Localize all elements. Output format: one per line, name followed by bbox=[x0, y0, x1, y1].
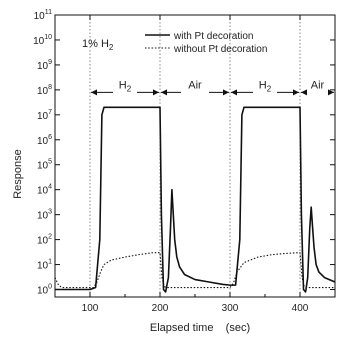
gas-switch-lines bbox=[89, 15, 301, 297]
gas-markers: H2 Air H2 Air bbox=[91, 79, 334, 96]
gas-marker: H2 bbox=[91, 79, 159, 96]
y-tick-label: 106 bbox=[37, 134, 52, 147]
arrowhead bbox=[301, 89, 307, 96]
series-without-pt bbox=[54, 252, 335, 289]
arrowhead bbox=[223, 89, 229, 96]
arrowhead bbox=[161, 89, 167, 96]
y-tick-label: 103 bbox=[37, 209, 52, 222]
arrowhead bbox=[91, 89, 97, 96]
y-tick-label: 1010 bbox=[33, 34, 52, 47]
y-tick-label: 108 bbox=[37, 84, 52, 97]
legend-label: without Pt decoration bbox=[173, 44, 267, 55]
gas-marker: H2 bbox=[231, 79, 299, 96]
y-tick-label: 101 bbox=[37, 259, 52, 272]
annotation-subscript: 2 bbox=[109, 43, 114, 52]
annotation-text: 1% H bbox=[82, 38, 109, 50]
y-tick-label: 107 bbox=[37, 109, 52, 122]
legend: with Pt decoration without Pt decoration bbox=[145, 31, 267, 55]
x-tick-label: 400 bbox=[292, 303, 309, 314]
gas-marker-label: H2 bbox=[119, 79, 132, 93]
legend-entry: without Pt decoration bbox=[145, 44, 267, 55]
x-axis-title: Elapsed time (sec) bbox=[150, 322, 250, 334]
x-tick-label: 100 bbox=[82, 303, 99, 314]
axis-ticks: 100 200 300 400 100 101 102 103 104 105 106 107 108 1… bbox=[33, 9, 336, 314]
arrowhead bbox=[328, 89, 334, 96]
gas-marker: Air bbox=[301, 79, 334, 96]
gas-marker-label: Air bbox=[311, 79, 325, 91]
plot-frame bbox=[54, 14, 336, 298]
gas-marker-label: Air bbox=[188, 79, 202, 91]
y-tick-label: 100 bbox=[37, 284, 52, 297]
y-tick-label: 105 bbox=[37, 159, 52, 172]
series-layer bbox=[54, 106, 336, 293]
x-tick-label: 200 bbox=[152, 303, 169, 314]
legend-entry: with Pt decoration bbox=[145, 31, 254, 42]
arrowhead bbox=[153, 89, 159, 96]
arrowhead bbox=[231, 89, 237, 96]
concentration-annotation: 1% H2 bbox=[82, 38, 114, 52]
y-tick-label: 109 bbox=[37, 59, 52, 72]
x-tick-label: 300 bbox=[222, 303, 239, 314]
y-tick-label: 104 bbox=[37, 184, 52, 197]
y-tick-label: 102 bbox=[37, 234, 52, 247]
y-axis-title: Response bbox=[12, 149, 24, 199]
gas-marker: Air bbox=[161, 79, 229, 96]
legend-label: with Pt decoration bbox=[173, 31, 254, 42]
gas-marker-label: H2 bbox=[259, 79, 272, 93]
series-with-pt bbox=[55, 106, 336, 293]
y-tick-label: 1011 bbox=[34, 9, 52, 22]
arrowhead bbox=[293, 89, 299, 96]
